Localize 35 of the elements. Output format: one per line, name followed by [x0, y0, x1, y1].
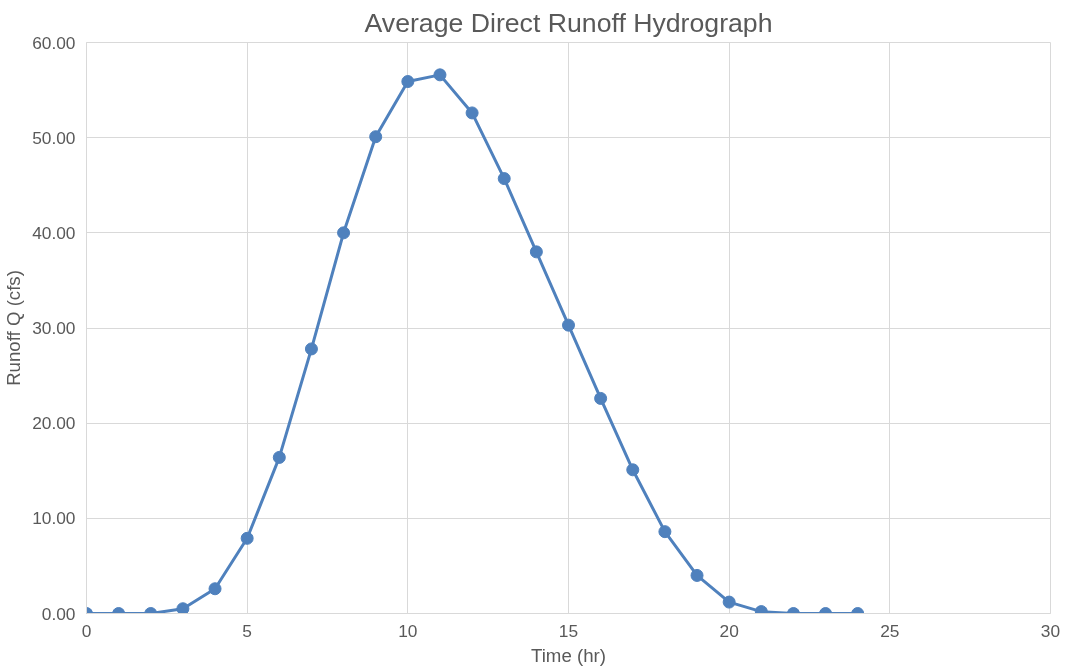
x-tick-label: 5	[242, 620, 252, 641]
x-tick-label: 0	[81, 620, 92, 641]
point	[304, 342, 318, 356]
point	[529, 245, 543, 259]
y-tick-label: 40.00	[32, 222, 76, 243]
point	[562, 318, 575, 332]
point	[433, 68, 447, 82]
y-tick-label: 20.00	[32, 413, 76, 434]
y-tick-label: 30.00	[32, 318, 76, 338]
x-tick-label: 30	[1040, 620, 1061, 641]
point	[369, 130, 383, 144]
point	[722, 595, 736, 609]
y-axis-title: Runoff Q (cfs)	[3, 270, 25, 386]
point	[176, 602, 190, 614]
x-axis-title: Time (hr)	[531, 644, 606, 666]
point	[272, 450, 286, 464]
point	[401, 75, 415, 89]
point	[594, 391, 608, 405]
y-tick-label: 0.00	[41, 603, 76, 624]
point	[626, 463, 640, 477]
y-tick-label: 60.00	[32, 32, 76, 53]
point	[690, 568, 704, 582]
x-tick-label: 20	[719, 620, 739, 641]
x-tick-label: 15	[558, 620, 579, 641]
point	[240, 531, 254, 545]
chart-title: Average Direct Runoff Hydrograph	[364, 7, 773, 38]
point	[465, 106, 479, 120]
point	[208, 582, 222, 596]
point	[658, 525, 672, 539]
y-tick-label: 10.00	[32, 508, 76, 529]
x-tick-label: 25	[880, 620, 900, 641]
point	[497, 172, 511, 186]
point	[337, 226, 351, 240]
y-tick-label: 50.00	[32, 127, 76, 148]
x-tick-label: 10	[398, 620, 418, 641]
